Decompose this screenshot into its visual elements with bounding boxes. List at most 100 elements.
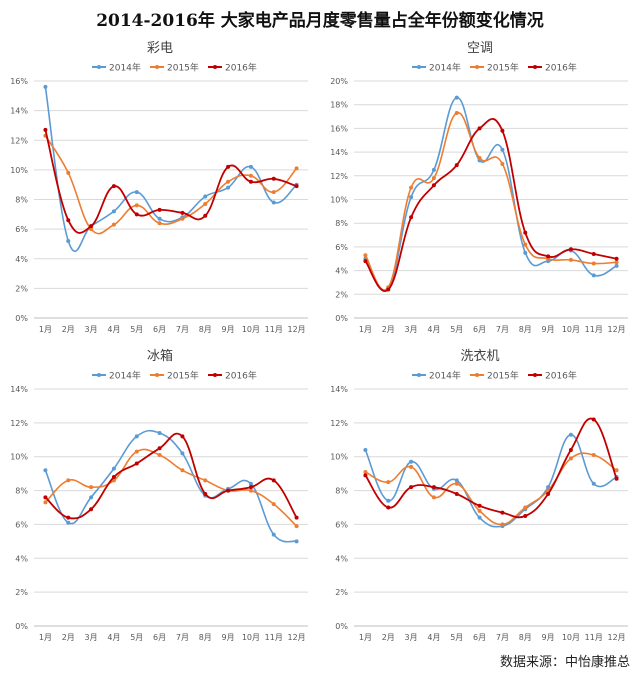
y-tick-label: 10% [330, 196, 348, 205]
data-point [134, 461, 139, 466]
legend-label: 2014年 [429, 370, 461, 382]
series-line-2015 [44, 448, 298, 527]
data-point [409, 215, 414, 220]
x-tick-label: 8月 [199, 633, 212, 642]
data-point [591, 273, 596, 278]
x-tick-label: 6月 [473, 633, 486, 642]
data-point [591, 453, 596, 458]
x-tick-label: 11月 [265, 633, 283, 642]
chart-title: 洗衣机 [460, 348, 499, 364]
data-point [386, 480, 391, 485]
legend-label: 2015年 [167, 62, 199, 74]
x-tick-label: 8月 [519, 325, 532, 334]
data-point [226, 164, 231, 169]
y-tick-label: 20% [330, 77, 348, 86]
data-point [66, 218, 71, 223]
data-point [363, 447, 368, 452]
y-tick-label: 12% [330, 419, 348, 428]
data-point [409, 459, 414, 464]
data-point [89, 485, 94, 490]
data-point [500, 510, 505, 515]
data-point [454, 491, 459, 496]
data-point [363, 469, 368, 474]
data-point [157, 431, 162, 436]
data-point [409, 485, 414, 490]
data-point [614, 256, 619, 261]
legend-marker [533, 65, 537, 69]
series-line-2016 [364, 118, 617, 293]
data-point [477, 508, 482, 513]
legend-marker [475, 65, 479, 69]
x-tick-label: 7月 [496, 633, 509, 642]
data-point [89, 507, 94, 512]
data-point [500, 161, 505, 166]
data-point [203, 478, 208, 483]
data-point [477, 156, 482, 161]
x-tick-label: 9月 [542, 325, 555, 334]
data-point [386, 505, 391, 510]
x-tick-label: 1月 [359, 325, 372, 334]
data-point [43, 84, 48, 89]
x-tick-label: 2月 [382, 325, 395, 334]
y-tick-label: 4% [335, 554, 348, 563]
y-tick-label: 10% [10, 166, 28, 175]
data-point [157, 453, 162, 458]
data-point [180, 434, 185, 439]
y-tick-label: 16% [330, 124, 348, 133]
chart-washing-machine: 洗衣机 2014年 2015年 2016年 0% 2% 4% 6% 8% 10% 12% 14% 1月 2… [330, 348, 628, 642]
series-line-2015 [44, 135, 298, 235]
data-point [431, 495, 436, 500]
data-point [111, 184, 116, 189]
y-tick-label: 6% [335, 243, 348, 252]
chart-title: 空调 [467, 41, 493, 56]
legend-marker [155, 373, 159, 377]
data-point [523, 230, 528, 235]
data-point [386, 287, 391, 292]
data-point [157, 221, 162, 226]
x-tick-label: 2月 [62, 325, 75, 334]
x-tick-label: 4月 [107, 633, 120, 642]
series-line-2014 [364, 433, 617, 528]
x-tick-label: 11月 [265, 325, 283, 334]
data-point [591, 261, 596, 266]
data-point [568, 456, 573, 461]
y-tick-label: 14% [330, 148, 348, 157]
data-point [226, 179, 231, 184]
y-tick-label: 6% [15, 520, 28, 529]
data-point [271, 478, 276, 483]
data-point [546, 491, 551, 496]
legend-label: 2016年 [225, 62, 257, 74]
data-point [111, 475, 116, 480]
data-point [66, 520, 71, 525]
y-tick-label: 4% [335, 267, 348, 276]
legend-label: 2016年 [225, 370, 257, 382]
data-point [43, 500, 48, 505]
legend-marker [97, 373, 101, 377]
y-tick-label: 8% [335, 219, 348, 228]
data-point [226, 185, 231, 190]
data-point [431, 167, 436, 172]
y-tick-label: 0% [335, 622, 348, 631]
data-point [89, 224, 94, 229]
x-tick-label: 10月 [562, 633, 580, 642]
data-point [248, 179, 253, 184]
data-point [591, 252, 596, 257]
x-tick-label: 9月 [222, 325, 235, 334]
data-point [523, 242, 528, 247]
x-tick-label: 6月 [153, 633, 166, 642]
data-point [614, 476, 619, 481]
data-point [614, 260, 619, 265]
x-tick-label: 3月 [405, 325, 418, 334]
chart-tv: 彩电 2014年 2015年 2016年 0% 2% 4% 6% 8% 10% 12% 14% 16% 1… [10, 41, 308, 334]
y-tick-label: 8% [15, 487, 28, 496]
data-point [271, 502, 276, 507]
x-tick-label: 4月 [107, 325, 120, 334]
data-point [203, 194, 208, 199]
data-point [546, 485, 551, 490]
data-point [111, 209, 116, 214]
data-point [386, 498, 391, 503]
page-title: 2014-2016年 大家电产品月度零售量占全年份额变化情况 [96, 11, 544, 31]
legend-label: 2016年 [545, 370, 577, 382]
y-tick-label: 4% [15, 554, 28, 563]
series-line-2014 [44, 86, 298, 252]
